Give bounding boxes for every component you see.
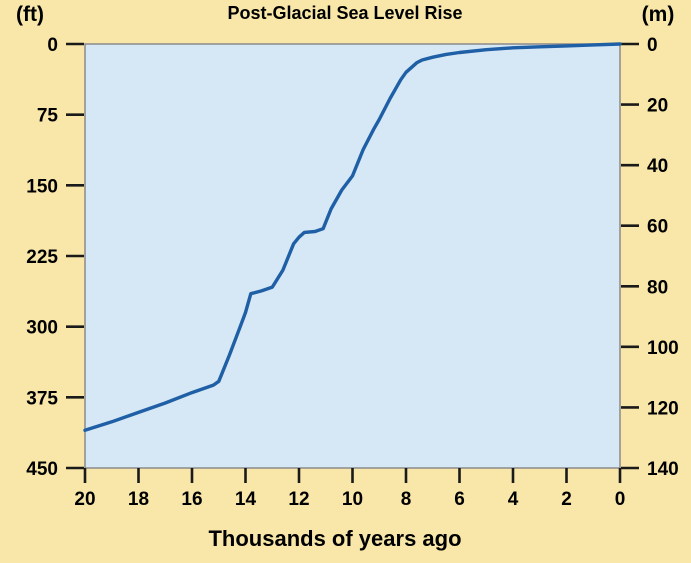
left-tick-label: 75 <box>37 106 59 127</box>
x-axis-label: Thousands of years ago <box>208 526 461 551</box>
x-tick-label: 10 <box>342 489 363 510</box>
left-tick-label: 0 <box>47 35 58 56</box>
right-axis-unit: (m) <box>642 3 675 26</box>
right-tick-label: 40 <box>647 156 668 177</box>
right-tick-label: 20 <box>647 96 668 117</box>
x-tick-label: 4 <box>508 489 519 510</box>
x-tick-label: 2 <box>561 489 572 510</box>
x-tick-label: 6 <box>454 489 465 510</box>
right-axis-ticks: 0 20 40 60 80 100 120 140 <box>621 35 679 480</box>
x-tick-label: 12 <box>288 489 309 510</box>
plot-area <box>84 43 621 469</box>
right-tick-label: 0 <box>647 35 658 56</box>
right-tick-label: 120 <box>647 398 679 419</box>
x-tick-label: 0 <box>615 489 626 510</box>
left-axis-ticks: 0 75 150 225 300 375 450 <box>26 35 84 480</box>
left-axis-unit: (ft) <box>16 3 44 26</box>
left-tick-label: 150 <box>26 176 58 197</box>
x-tick-label: 16 <box>181 489 202 510</box>
x-tick-label: 18 <box>128 489 149 510</box>
left-tick-label: 450 <box>26 459 58 480</box>
sea-level-line <box>83 42 622 432</box>
left-tick-label: 225 <box>26 247 58 268</box>
x-tick-label: 14 <box>235 489 257 510</box>
x-tick-label: 20 <box>74 489 95 510</box>
chart-title: Post-Glacial Sea Level Rise <box>227 3 462 23</box>
x-axis-ticks: 20 18 16 14 12 10 8 6 4 2 0 <box>74 468 625 510</box>
left-tick-label: 300 <box>26 318 58 339</box>
x-tick-label: 8 <box>401 489 412 510</box>
right-tick-label: 140 <box>647 459 679 480</box>
right-tick-label: 80 <box>647 277 668 298</box>
right-tick-label: 60 <box>647 217 668 238</box>
left-tick-label: 375 <box>26 388 58 409</box>
right-tick-label: 100 <box>647 338 679 359</box>
